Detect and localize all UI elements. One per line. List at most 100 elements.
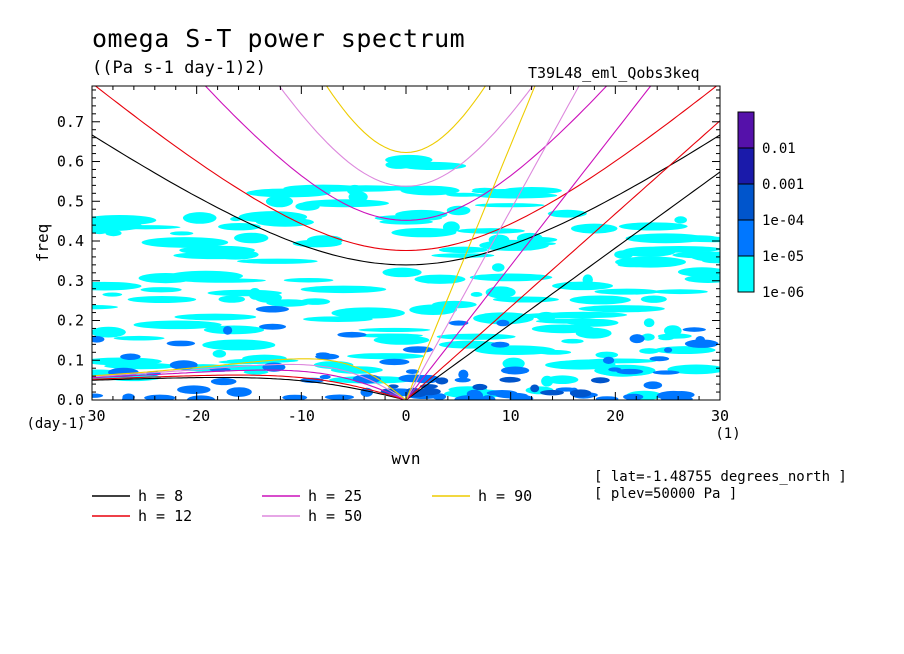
power-cell — [546, 375, 579, 385]
power-cell — [472, 383, 488, 391]
power-cell — [102, 292, 123, 297]
rossby-curve-h25 — [92, 369, 407, 400]
power-cell — [540, 389, 564, 396]
power-cell — [652, 370, 680, 375]
x-tick-label: 30 — [711, 407, 729, 425]
power-cell — [300, 285, 387, 294]
power-cell — [347, 353, 425, 360]
x-tick-label: -30 — [78, 407, 105, 425]
power-cell — [259, 323, 287, 330]
power-cell — [594, 288, 659, 295]
power-cell — [454, 377, 471, 383]
y-tick-label: 0.0 — [57, 391, 84, 409]
power-cell — [486, 390, 518, 396]
power-cell — [623, 393, 644, 400]
y-tick-label: 0.3 — [57, 272, 84, 290]
kelvin-curve-h90 — [405, 86, 536, 400]
power-cell — [295, 202, 320, 211]
power-cell — [324, 394, 355, 400]
power-cell — [677, 267, 720, 277]
power-cell — [643, 381, 663, 390]
power-cell — [236, 258, 318, 264]
y-axis-units: (day-1) — [26, 416, 85, 432]
power-cell — [501, 187, 562, 195]
power-cell — [358, 327, 431, 332]
chart-units-subtitle: ((Pa s-1 day-1)2) — [92, 58, 266, 78]
power-cell — [181, 278, 266, 283]
power-cell — [569, 389, 592, 398]
kelvin-curve-h12 — [405, 120, 720, 400]
x-axis-label: wvn — [392, 449, 421, 468]
power-cell — [491, 341, 510, 348]
power-cell — [266, 299, 311, 307]
power-cell — [92, 393, 104, 398]
power-cell — [659, 391, 682, 399]
power-cell — [302, 316, 373, 322]
x-axis-units: (1) — [715, 426, 740, 442]
power-cell — [629, 334, 645, 344]
power-cell — [379, 219, 433, 225]
power-cell — [555, 387, 577, 392]
power-cell — [491, 263, 505, 272]
power-cell — [265, 195, 294, 208]
power-cell — [682, 327, 706, 332]
power-cell — [466, 389, 482, 399]
power-cell — [563, 317, 602, 326]
inertia-gravity-curve-h12 — [94, 86, 718, 252]
power-cell — [582, 274, 593, 286]
power-cell — [435, 377, 449, 385]
power-cell — [400, 161, 467, 171]
power-cell — [419, 384, 438, 389]
power-cell — [376, 185, 446, 191]
power-cell — [537, 349, 572, 355]
legend: h = 8 h = 12 h = 25 h = 50 h = 90 — [92, 487, 532, 525]
power-cell — [218, 222, 261, 231]
run-id-label: T39L48_eml_Qobs3keq — [528, 64, 700, 82]
power-cell — [202, 339, 276, 351]
y-tick-label: 0.5 — [57, 192, 84, 210]
inertia-gravity-curve-h90 — [325, 86, 487, 154]
power-cell — [530, 384, 540, 393]
power-cell — [509, 394, 534, 400]
power-cell — [615, 256, 686, 268]
power-cell — [92, 336, 105, 343]
power-cell — [474, 345, 556, 356]
power-cell — [248, 288, 262, 300]
colorbar-swatch — [737, 111, 755, 149]
power-cell — [373, 335, 430, 345]
axes: -30 -20 -10 0 10 20 30 0.0 0.1 0.2 0.3 0.4 0.5 0.6 0.7… — [26, 86, 741, 468]
power-cell — [133, 320, 222, 330]
power-cell — [674, 216, 687, 224]
power-cell — [446, 205, 471, 216]
rossby-curve-h8 — [92, 376, 407, 400]
power-cell — [409, 304, 457, 316]
power-cell — [166, 340, 196, 347]
power-cell — [657, 333, 692, 339]
power-cell — [595, 396, 619, 400]
chart-title: omega S-T power spectrum — [92, 24, 466, 53]
power-cell — [212, 249, 259, 260]
power-cell — [602, 356, 615, 364]
colorbar-label: 1e-06 — [762, 285, 804, 301]
colorbar: 1e-06 1e-05 1e-04 0.001 0.01 — [737, 111, 804, 301]
x-tick-label: -20 — [183, 407, 210, 425]
power-cell — [169, 231, 194, 236]
power-cell — [446, 192, 481, 197]
power-cell — [643, 318, 655, 328]
power-cell — [431, 253, 495, 258]
power-cell — [485, 286, 516, 299]
legend-label-h8: h = 8 — [138, 487, 183, 505]
x-tick-label: -10 — [288, 407, 315, 425]
power-cell — [641, 333, 655, 341]
power-cell — [502, 357, 525, 370]
x-tick-label: 20 — [606, 407, 624, 425]
power-cell — [448, 320, 469, 326]
power-cell — [417, 387, 441, 396]
power-contours — [92, 154, 720, 400]
power-cell — [348, 191, 368, 203]
power-cell — [569, 295, 631, 305]
power-cell — [132, 298, 191, 303]
power-cell — [92, 304, 118, 310]
dispersion-curves — [92, 86, 720, 400]
